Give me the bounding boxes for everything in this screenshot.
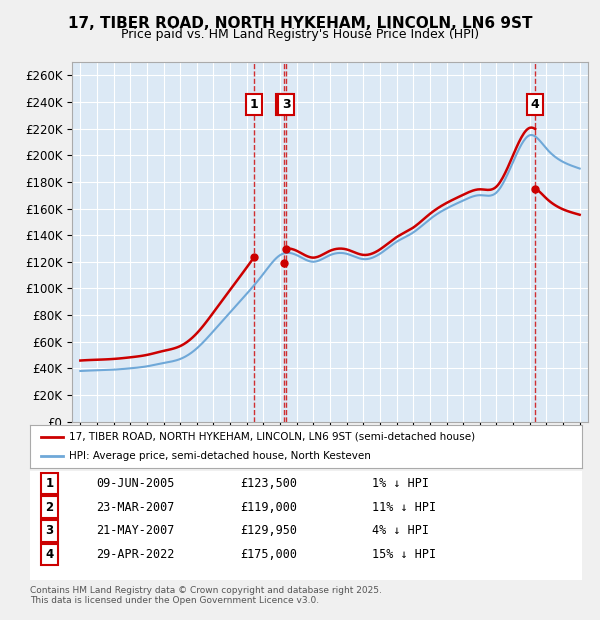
Text: 1: 1: [45, 477, 53, 490]
Text: 15% ↓ HPI: 15% ↓ HPI: [372, 548, 436, 561]
Text: 2: 2: [45, 500, 53, 513]
Text: £123,500: £123,500: [240, 477, 297, 490]
Text: £119,000: £119,000: [240, 500, 297, 513]
Text: £129,950: £129,950: [240, 525, 297, 538]
Text: 4% ↓ HPI: 4% ↓ HPI: [372, 525, 429, 538]
Text: 11% ↓ HPI: 11% ↓ HPI: [372, 500, 436, 513]
Text: 4: 4: [531, 98, 539, 111]
Text: 23-MAR-2007: 23-MAR-2007: [96, 500, 175, 513]
Text: 2: 2: [280, 98, 288, 111]
Text: 21-MAY-2007: 21-MAY-2007: [96, 525, 175, 538]
Text: Price paid vs. HM Land Registry's House Price Index (HPI): Price paid vs. HM Land Registry's House …: [121, 28, 479, 41]
Text: 29-APR-2022: 29-APR-2022: [96, 548, 175, 561]
Text: 17, TIBER ROAD, NORTH HYKEHAM, LINCOLN, LN6 9ST (semi-detached house): 17, TIBER ROAD, NORTH HYKEHAM, LINCOLN, …: [68, 432, 475, 442]
Text: 3: 3: [45, 525, 53, 538]
Text: 3: 3: [282, 98, 291, 111]
Text: 17, TIBER ROAD, NORTH HYKEHAM, LINCOLN, LN6 9ST: 17, TIBER ROAD, NORTH HYKEHAM, LINCOLN, …: [68, 16, 532, 30]
Text: £175,000: £175,000: [240, 548, 297, 561]
Text: 4: 4: [45, 548, 53, 561]
Text: 09-JUN-2005: 09-JUN-2005: [96, 477, 175, 490]
Text: 1% ↓ HPI: 1% ↓ HPI: [372, 477, 429, 490]
Text: 1: 1: [250, 98, 259, 111]
Text: HPI: Average price, semi-detached house, North Kesteven: HPI: Average price, semi-detached house,…: [68, 451, 371, 461]
Text: Contains HM Land Registry data © Crown copyright and database right 2025.
This d: Contains HM Land Registry data © Crown c…: [30, 586, 382, 605]
